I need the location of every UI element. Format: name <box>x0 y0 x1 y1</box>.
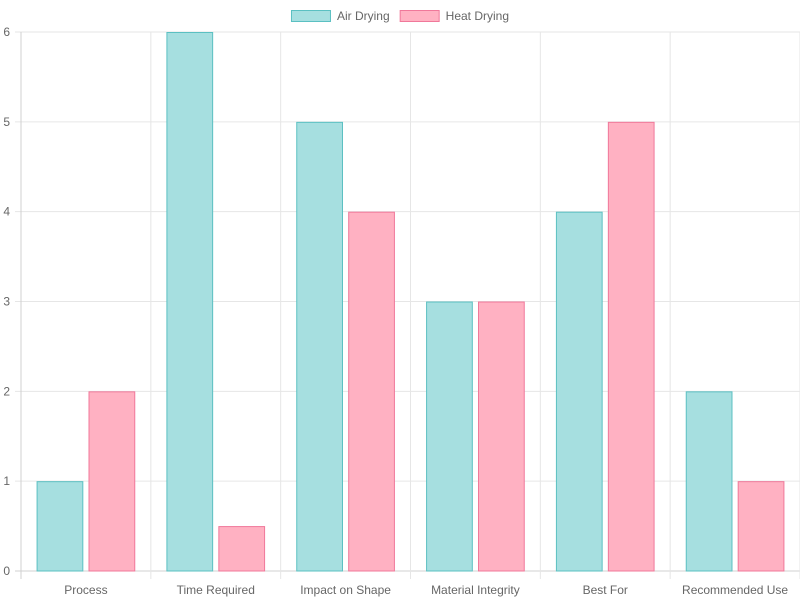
bar-air-drying[interactable] <box>555 211 603 572</box>
bar-air-drying[interactable] <box>685 391 733 572</box>
bar-air-drying[interactable] <box>296 121 343 572</box>
bar-air-drying[interactable] <box>36 481 84 572</box>
y-tick-label: 1 <box>3 474 10 488</box>
y-tick-label: 5 <box>3 115 10 129</box>
bar-heat-drying[interactable] <box>478 301 525 572</box>
bar-air-drying[interactable] <box>166 32 214 572</box>
y-tick-label: 2 <box>3 384 10 398</box>
bar-heat-drying[interactable] <box>218 526 266 572</box>
legend-swatch <box>399 10 440 22</box>
legend-label: Air Drying <box>337 9 390 23</box>
legend: Air Drying Heat Drying <box>290 9 509 23</box>
legend-label: Heat Drying <box>446 9 509 23</box>
y-tick-label: 0 <box>3 564 10 578</box>
grid-lines <box>15 31 800 579</box>
bars <box>36 32 785 572</box>
x-tick-label: Process <box>64 583 107 597</box>
legend-swatch <box>290 10 331 22</box>
y-tick-label: 3 <box>3 295 10 309</box>
x-tick-label: Recommended Use <box>682 583 788 597</box>
x-tick-label: Material Integrity <box>431 583 520 597</box>
bar-heat-drying[interactable] <box>607 121 655 572</box>
y-axis: 0 1 2 3 4 5 6 <box>3 25 10 578</box>
legend-item-heat-drying[interactable]: Heat Drying <box>399 9 509 23</box>
legend-item-air-drying[interactable]: Air Drying <box>290 9 390 23</box>
x-tick-label: Best For <box>583 583 628 597</box>
x-tick-label: Time Required <box>177 583 255 597</box>
y-tick-label: 6 <box>3 25 10 39</box>
bar-air-drying[interactable] <box>426 301 473 572</box>
bar-heat-drying[interactable] <box>737 481 785 572</box>
x-axis: Process Time Required Impact on Shape Mater… <box>64 583 788 597</box>
bar-heat-drying[interactable] <box>88 391 136 572</box>
x-tick-label: Impact on Shape <box>300 583 391 597</box>
y-tick-label: 4 <box>3 205 10 219</box>
bar-heat-drying[interactable] <box>348 211 395 572</box>
